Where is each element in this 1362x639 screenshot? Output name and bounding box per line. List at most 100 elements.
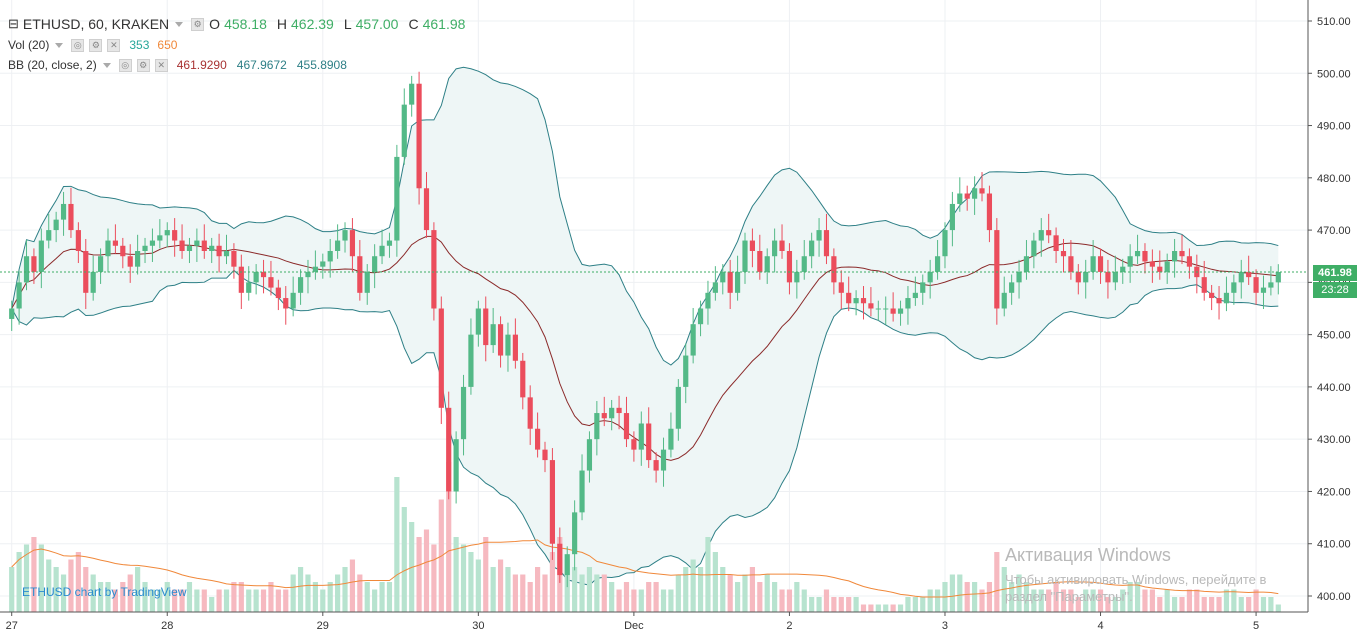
- volume-bar: [831, 597, 837, 612]
- volume-bar: [1031, 589, 1037, 612]
- volume-bar: [927, 589, 933, 612]
- eye-icon[interactable]: ◎: [71, 38, 85, 52]
- candle-body: [1157, 266, 1163, 272]
- candle-body: [1216, 298, 1222, 304]
- volume-bar: [1053, 582, 1059, 612]
- volume-bar: [209, 597, 215, 612]
- volume-bar: [1009, 582, 1015, 612]
- candle-body: [712, 282, 718, 293]
- high-value: 462.39: [291, 16, 334, 32]
- candle-body: [912, 292, 918, 299]
- bb-lower-line: [11, 269, 1279, 586]
- volume-bar: [312, 582, 318, 612]
- volume-bar: [179, 589, 185, 612]
- symbol-label[interactable]: ETHUSD, 60, KRAKEN: [22, 16, 170, 32]
- volume-bar: [342, 567, 348, 612]
- volume-bar: [757, 582, 763, 612]
- volume-bar: [53, 567, 59, 612]
- candle-body: [312, 266, 318, 272]
- x-tick-label: Dec: [624, 620, 644, 632]
- candle-body: [734, 271, 741, 293]
- candle-body: [349, 230, 356, 257]
- candle-body: [1097, 256, 1104, 272]
- y-tick-label: 480.00: [1317, 173, 1351, 185]
- volume-bar: [860, 604, 867, 612]
- volume-bar: [1253, 589, 1259, 612]
- candle-body: [231, 251, 237, 267]
- candle-body: [157, 235, 163, 241]
- volume-bar: [683, 567, 689, 612]
- volume-bar: [1127, 582, 1133, 612]
- volume-bar: [623, 582, 630, 612]
- volume-bar: [31, 537, 37, 612]
- bb-legend[interactable]: BB (20, close, 2) ◎ ⚙ ✕ 461.9290 467.9672 …: [8, 58, 347, 72]
- volume-bar: [60, 574, 67, 612]
- candle-body: [290, 292, 296, 309]
- candle-body: [194, 240, 200, 246]
- volume-bar: [16, 552, 22, 612]
- candle-body: [853, 298, 859, 304]
- close-icon[interactable]: ✕: [107, 38, 121, 52]
- volume-bar: [1112, 597, 1118, 612]
- close-icon[interactable]: ✕: [154, 58, 168, 72]
- volume-bar: [320, 589, 326, 612]
- volume-bar: [379, 582, 385, 612]
- settings-icon[interactable]: ⚙: [191, 17, 205, 31]
- candle-body: [186, 245, 193, 251]
- volume-bar: [357, 574, 363, 612]
- candle-body: [283, 298, 289, 309]
- candle-body: [1060, 251, 1067, 257]
- candle-body: [1134, 251, 1141, 257]
- candle-body: [68, 203, 74, 231]
- chevron-down-icon[interactable]: [55, 42, 64, 48]
- candle-body: [1238, 271, 1244, 283]
- candle-body: [934, 256, 941, 272]
- volume-legend[interactable]: Vol (20) ◎ ⚙ ✕ 353 650: [8, 38, 177, 52]
- open-value: 458.18: [224, 16, 267, 32]
- volume-bar: [549, 552, 556, 612]
- volume-bar: [890, 604, 896, 612]
- volume-bar: [142, 582, 148, 612]
- candle-body: [1186, 256, 1193, 267]
- candle-body: [690, 324, 696, 356]
- volume-bar: [327, 582, 333, 612]
- symbol-legend[interactable]: ⊟ ETHUSD, 60, KRAKEN ⚙ O 458.18 H 462.39 L…: [8, 16, 465, 32]
- chevron-down-icon[interactable]: [175, 21, 184, 27]
- volume-bar: [490, 567, 496, 612]
- candle-body: [1268, 282, 1274, 288]
- volume-bar: [149, 589, 156, 612]
- candle-body: [594, 413, 600, 440]
- volume-bar: [653, 582, 659, 612]
- volume-bar: [905, 597, 911, 612]
- volume-bar: [135, 567, 141, 612]
- volume-bar: [772, 582, 778, 612]
- volume-bar: [1016, 574, 1022, 612]
- tradingview-branding-link[interactable]: ETHUSD chart by TradingView: [22, 585, 187, 599]
- candle-body: [1031, 240, 1037, 257]
- volume-bar: [1216, 597, 1222, 612]
- candle-body: [1209, 292, 1215, 299]
- candle-body: [942, 230, 948, 257]
- candle-body: [927, 271, 933, 283]
- volume-bar: [675, 574, 681, 612]
- series-toggle-icon[interactable]: ⊟: [8, 16, 19, 31]
- volume-bar: [246, 589, 252, 612]
- volume-bar: [972, 582, 978, 612]
- volume-bar: [920, 597, 926, 612]
- gear-icon[interactable]: ⚙: [136, 58, 150, 72]
- volume-indicator-label[interactable]: Vol (20): [8, 38, 50, 52]
- volume-bar: [283, 589, 289, 612]
- y-tick-label: 490.00: [1317, 121, 1351, 133]
- watermark-line: раздел "Параметры".: [1005, 589, 1133, 604]
- volume-bar: [994, 552, 1000, 612]
- bb-indicator-label[interactable]: BB (20, close, 2): [8, 58, 97, 72]
- eye-icon[interactable]: ◎: [118, 58, 132, 72]
- gear-icon[interactable]: ⚙: [89, 38, 103, 52]
- volume-bar: [186, 582, 193, 612]
- candle-body: [601, 413, 607, 419]
- candle-body: [512, 334, 518, 361]
- chevron-down-icon[interactable]: [102, 62, 111, 68]
- volume-bar: [638, 589, 644, 612]
